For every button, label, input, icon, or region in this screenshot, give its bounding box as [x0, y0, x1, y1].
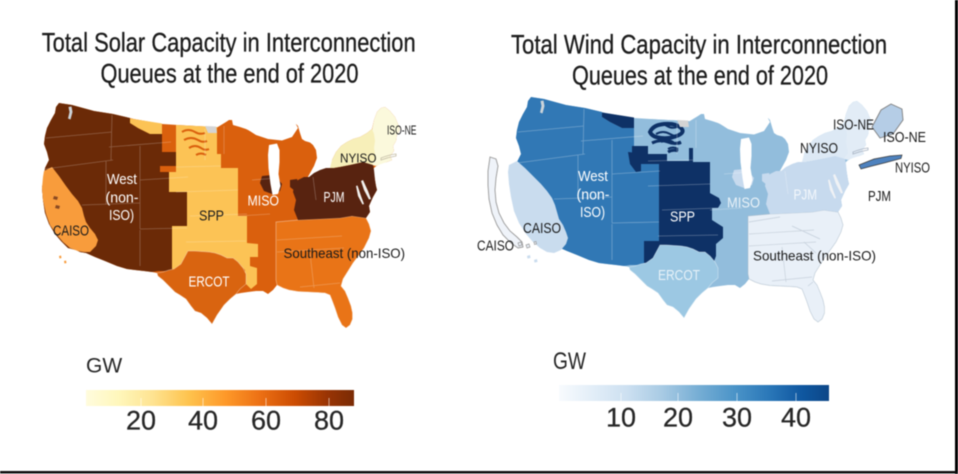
svg-text:MISO: MISO: [727, 195, 760, 212]
svg-text:ISO): ISO): [109, 207, 134, 224]
svg-text:(non-: (non-: [577, 187, 610, 204]
svg-text:ERCOT: ERCOT: [658, 267, 700, 284]
svg-text:CAISO: CAISO: [523, 220, 561, 237]
svg-text:ERCOT: ERCOT: [189, 274, 230, 291]
svg-text:West: West: [107, 171, 138, 188]
svg-text:NYISO: NYISO: [800, 140, 838, 157]
svg-text:ISO-NE: ISO-NE: [387, 123, 417, 138]
svg-text:NYISO: NYISO: [895, 160, 930, 177]
svg-text:20: 20: [126, 406, 156, 436]
svg-text:ISO-NE: ISO-NE: [833, 117, 874, 134]
svg-text:CAISO: CAISO: [53, 223, 89, 240]
svg-text:Queues at the end of 2020: Queues at the end of 2020: [572, 61, 828, 91]
svg-text:SPP: SPP: [670, 209, 695, 226]
svg-text:Southeast (non-ISO): Southeast (non-ISO): [753, 248, 876, 264]
svg-text:40: 40: [781, 403, 811, 433]
svg-text:MISO: MISO: [248, 193, 280, 210]
svg-text:Queues at the end of 2020: Queues at the end of 2020: [101, 59, 359, 89]
svg-text:West: West: [578, 168, 609, 185]
svg-text:10: 10: [606, 403, 636, 433]
svg-text:CAISO: CAISO: [477, 238, 514, 255]
svg-text:NYISO: NYISO: [340, 151, 377, 166]
svg-text:GW: GW: [86, 355, 122, 378]
svg-text:20: 20: [663, 403, 693, 433]
svg-text:Southeast (non-ISO): Southeast (non-ISO): [284, 245, 406, 261]
svg-text:30: 30: [722, 403, 752, 433]
svg-text:PJM: PJM: [794, 187, 818, 204]
svg-text:SPP: SPP: [199, 208, 224, 225]
svg-text:ISO-NE: ISO-NE: [883, 129, 926, 146]
svg-text:80: 80: [314, 406, 344, 436]
svg-text:Total Wind Capacity in Interco: Total Wind Capacity in Interconnection: [511, 30, 887, 60]
svg-text:PJM: PJM: [324, 189, 345, 206]
svg-text:60: 60: [251, 406, 281, 436]
svg-text:Total Solar Capacity in Interc: Total Solar Capacity in Interconnection: [42, 28, 416, 58]
svg-text:(non-: (non-: [106, 190, 139, 207]
svg-text:ISO): ISO): [580, 204, 605, 221]
svg-text:GW: GW: [553, 348, 586, 375]
svg-text:PJM: PJM: [868, 188, 891, 205]
svg-text:40: 40: [188, 406, 218, 436]
